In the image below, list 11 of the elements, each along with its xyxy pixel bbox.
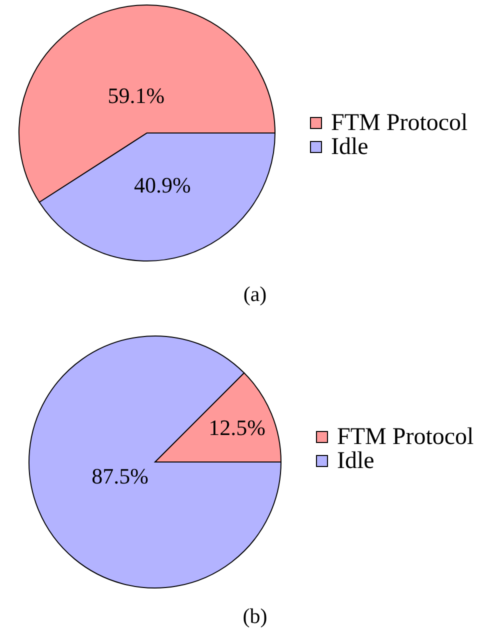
- data-label: 12.5%: [208, 415, 266, 440]
- legend-label: Idle: [331, 134, 368, 160]
- text: (b): [242, 604, 268, 628]
- legend-label: Idle: [337, 448, 374, 474]
- legend-label: FTM Protocol: [337, 424, 474, 450]
- pie-slice: [28, 336, 282, 588]
- data-label: 40.9%: [134, 172, 191, 198]
- data-label: 87.5%: [92, 463, 148, 488]
- text: (a): [243, 282, 267, 306]
- data-label: 59.1%: [108, 83, 165, 108]
- legend-label: FTM Protocol: [331, 110, 468, 136]
